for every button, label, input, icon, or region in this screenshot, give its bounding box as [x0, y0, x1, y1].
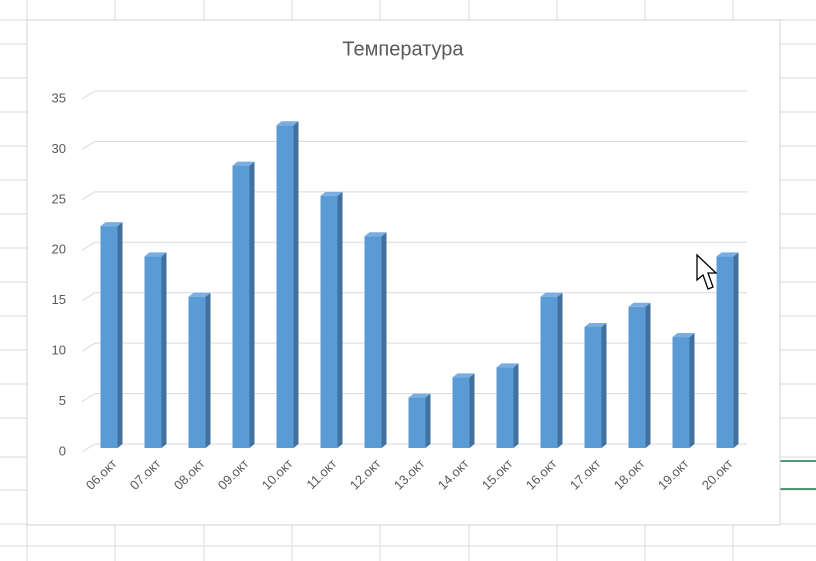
y-tick-label: 15: [52, 292, 66, 307]
bar-side: [249, 161, 255, 448]
bar-top: [364, 232, 387, 237]
y-tick-label: 0: [59, 443, 66, 458]
grid-line-side: [81, 393, 96, 402]
grid-line-side: [81, 241, 96, 251]
bar-top: [716, 252, 739, 257]
bar: [188, 296, 206, 448]
grid-line-side: [81, 342, 96, 352]
chart-title: Температура: [342, 38, 464, 60]
bar: [672, 337, 690, 448]
bar-top: [408, 393, 431, 398]
bar-top: [100, 222, 123, 227]
bar-top: [628, 302, 651, 307]
grid-line-side: [81, 141, 96, 150]
mouse-cursor: [696, 253, 718, 290]
bar: [628, 306, 646, 448]
grid-line-side: [81, 191, 96, 201]
bar-top: [672, 333, 695, 338]
bar-side: [381, 232, 387, 448]
bar-top: [496, 363, 519, 368]
bar: [320, 195, 338, 448]
bar-side: [425, 393, 431, 448]
grid-line-side: [81, 443, 96, 453]
bar-side: [117, 222, 123, 448]
bar-top: [144, 252, 167, 257]
bar: [276, 125, 294, 448]
grid-line-side: [81, 90, 96, 100]
bar: [452, 377, 470, 448]
bar: [408, 397, 426, 448]
bar: [144, 256, 162, 448]
bar: [496, 367, 514, 448]
y-tick-label: 25: [52, 191, 66, 206]
bar-side: [337, 191, 343, 448]
y-tick-label: 30: [52, 141, 66, 156]
bar-top: [232, 161, 255, 166]
bar-side: [689, 333, 695, 448]
bar: [584, 326, 602, 448]
bar-top: [188, 292, 211, 297]
bar-top: [276, 121, 299, 126]
y-tick-label: 20: [52, 242, 66, 257]
bar-side: [645, 302, 651, 448]
bar-side: [601, 322, 607, 448]
bar-side: [161, 252, 167, 448]
bar-side: [733, 252, 739, 448]
y-tick-label: 10: [52, 343, 66, 358]
bar: [540, 296, 558, 448]
chart-area[interactable]: [26, 19, 781, 526]
y-tick-label: 35: [52, 90, 66, 105]
bar-top: [320, 191, 343, 196]
bar-side: [205, 292, 211, 448]
bar: [232, 165, 250, 448]
bar-top: [452, 373, 475, 378]
bar: [716, 256, 734, 448]
bar-side: [469, 373, 475, 448]
bar: [100, 226, 118, 448]
bar: [364, 236, 382, 448]
bar-side: [293, 121, 299, 448]
bar-top: [584, 322, 607, 327]
bar-top: [540, 292, 563, 297]
y-tick-label: 5: [59, 393, 66, 408]
bar-side: [557, 292, 563, 448]
grid-line-side: [81, 292, 96, 302]
bar-side: [513, 363, 519, 448]
